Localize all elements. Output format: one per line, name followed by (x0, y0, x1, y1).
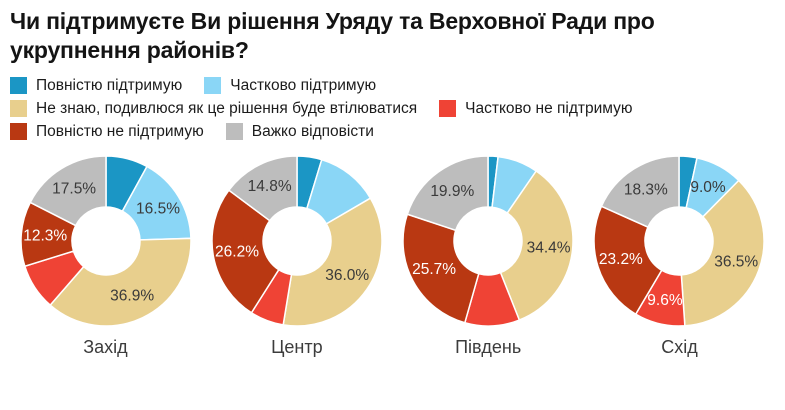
legend-label: Частково підтримую (230, 76, 377, 94)
slice-value-label: 25.7% (412, 261, 456, 278)
donut-charts-row: 16.5% 36.9% 12.3% 17.5% Захід 36.0% 26.2% 14.8%… (10, 148, 775, 358)
slice-value-label: 9.6% (648, 292, 684, 309)
legend-item-5: Важко відповісти (225, 122, 374, 141)
legend-item-0: Повністю підтримую (10, 77, 182, 95)
donut-slice-5 (227, 155, 298, 222)
donut-chart-Схід: 9.0% 36.5% 9.6% 23.2% 18.3% Схід (584, 148, 775, 358)
slice-value-label: 23.2% (599, 251, 643, 268)
donut-chart-Південь: 34.4% 25.7% 19.9% Південь (393, 148, 584, 358)
slice-value-label: 12.3% (23, 227, 67, 244)
slice-value-label: 26.2% (215, 243, 259, 260)
legend-swatch-icon (204, 77, 222, 95)
slice-value-label: 16.5% (136, 201, 180, 218)
donut-slice-2 (48, 237, 192, 327)
donut-svg: 9.0% 36.5% 9.6% 23.2% 18.3% (593, 155, 766, 327)
legend-label: Повністю підтримую (36, 76, 183, 94)
donut-slice-2 (282, 197, 383, 327)
region-label: Південь (455, 336, 522, 357)
donut-slice-2 (681, 179, 766, 327)
legend-swatch-icon (225, 123, 243, 141)
legend-item-3: Частково не підтримую (439, 99, 633, 118)
region-label: Захід (83, 336, 128, 357)
donut-slice-5 (600, 155, 681, 228)
donut-chart-Центр: 36.0% 26.2% 14.8% Центр (201, 148, 392, 358)
infographic: Чи підтримуєте Ви рішення Уряду та Верхо… (10, 8, 775, 358)
legend-row: Повністю підтримую Частково підтримую (10, 77, 775, 95)
slice-value-label: 36.5% (715, 254, 759, 271)
page-title: Чи підтримуєте Ви рішення Уряду та Верхо… (10, 8, 655, 64)
donut-chart-Захід: 16.5% 36.9% 12.3% 17.5% Захід (10, 148, 201, 358)
legend-label: Повністю не підтримую (36, 122, 204, 140)
slice-value-label: 36.9% (110, 287, 154, 304)
donut-svg: 34.4% 25.7% 19.9% (402, 155, 574, 327)
donut-slice-2 (499, 169, 574, 321)
slice-value-label: 17.5% (52, 180, 96, 197)
legend-swatch-icon (10, 123, 27, 141)
legend-label: Не знаю, подивлюся як це рішення буде вт… (36, 99, 418, 117)
donut-slice-4 (211, 189, 280, 314)
donut-svg: 36.0% 26.2% 14.8% (211, 155, 383, 327)
legend-label: Важко відповісти (251, 122, 374, 140)
slice-value-label: 14.8% (248, 178, 292, 195)
legend-swatch-icon (439, 100, 457, 118)
donut-slice-5 (406, 155, 489, 232)
legend-row: Повністю не підтримую Важко відповісти (10, 123, 775, 141)
legend-swatch-icon (10, 100, 27, 118)
slice-value-label: 36.0% (325, 267, 369, 284)
legend-item-1: Частково підтримую (204, 77, 376, 95)
slice-value-label: 34.4% (527, 239, 571, 256)
legend: Повністю підтримую Частково підтримую Не з… (10, 77, 775, 141)
donut-svg: 16.5% 36.9% 12.3% 17.5% (19, 155, 192, 327)
region-label: Центр (271, 336, 323, 357)
donut-slice-5 (28, 155, 107, 227)
legend-row: Не знаю, подивлюся як це рішення буде вт… (10, 100, 775, 118)
region-label: Схід (661, 336, 698, 357)
legend-item-4: Повністю не підтримую (10, 123, 204, 141)
slice-value-label: 9.0% (691, 179, 727, 196)
legend-label: Частково не підтримую (465, 99, 633, 117)
donut-slice-4 (402, 213, 480, 324)
donut-slice-4 (593, 205, 664, 316)
slice-value-label: 19.9% (430, 183, 474, 200)
legend-swatch-icon (10, 77, 27, 95)
slice-value-label: 18.3% (624, 181, 668, 198)
legend-item-2: Не знаю, подивлюся як це рішення буде вт… (10, 100, 417, 118)
